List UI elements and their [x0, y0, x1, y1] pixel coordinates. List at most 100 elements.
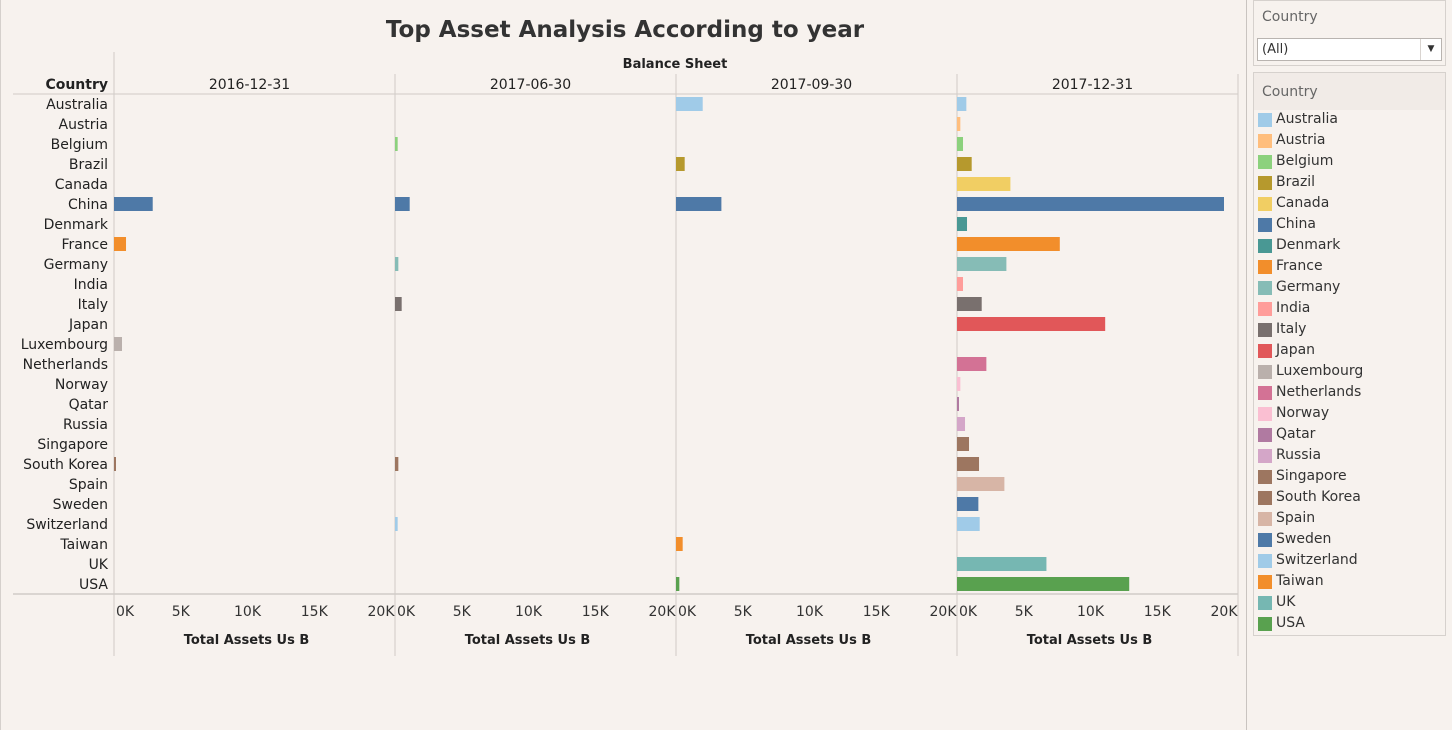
legend-item[interactable]: Singapore	[1258, 467, 1443, 488]
bar[interactable]	[395, 197, 410, 211]
legend-swatch	[1258, 470, 1272, 484]
bar[interactable]	[957, 197, 1224, 211]
bar[interactable]	[957, 297, 982, 311]
bar[interactable]	[676, 197, 722, 211]
bar[interactable]	[676, 157, 685, 171]
legend-item[interactable]: Brazil	[1258, 173, 1443, 194]
legend-item[interactable]: Canada	[1258, 194, 1443, 215]
legend-item[interactable]: China	[1258, 215, 1443, 236]
legend-item[interactable]: Japan	[1258, 341, 1443, 362]
bar[interactable]	[957, 417, 966, 431]
bar[interactable]	[957, 97, 967, 111]
bar[interactable]	[957, 177, 1011, 191]
legend-swatch	[1258, 134, 1272, 148]
bar[interactable]	[957, 217, 968, 231]
legend-item[interactable]: Italy	[1258, 320, 1443, 341]
bar[interactable]	[957, 137, 964, 151]
chart-title: Top Asset Analysis According to year	[386, 17, 865, 43]
legend-item[interactable]: Belgium	[1258, 152, 1443, 173]
legend-item[interactable]: Russia	[1258, 446, 1443, 467]
category-label: USA	[79, 577, 108, 593]
x-tick-label: 0K	[959, 604, 978, 620]
bar[interactable]	[395, 297, 402, 311]
legend-label: Taiwan	[1276, 573, 1324, 589]
x-tick-label: 5K	[453, 604, 472, 620]
bar[interactable]	[395, 517, 398, 531]
bar[interactable]	[114, 457, 117, 471]
bar[interactable]	[957, 517, 980, 531]
legend-swatch	[1258, 155, 1272, 169]
category-label: Austria	[59, 117, 108, 133]
legend-item[interactable]: Denmark	[1258, 236, 1443, 257]
bar[interactable]	[957, 157, 972, 171]
legend-item[interactable]: UK	[1258, 593, 1443, 614]
x-tick-label: 20K	[1211, 604, 1239, 620]
legend-item[interactable]: Germany	[1258, 278, 1443, 299]
bar[interactable]	[676, 537, 683, 551]
legend-item[interactable]: Luxembourg	[1258, 362, 1443, 383]
legend-item[interactable]: Spain	[1258, 509, 1443, 530]
bar[interactable]	[114, 337, 123, 351]
bar[interactable]	[957, 437, 970, 451]
bar[interactable]	[957, 357, 987, 371]
bar[interactable]	[395, 457, 399, 471]
bar[interactable]	[957, 237, 1060, 251]
legend-item[interactable]: Taiwan	[1258, 572, 1443, 593]
x-tick-label: 0K	[116, 604, 135, 620]
category-label: Australia	[46, 97, 108, 113]
bar[interactable]	[395, 137, 398, 151]
chevron-down-icon[interactable]: ▼	[1420, 39, 1441, 60]
legend-item[interactable]: Australia	[1258, 110, 1443, 131]
legend-label: China	[1276, 216, 1316, 232]
bar[interactable]	[114, 197, 153, 211]
legend-item[interactable]: France	[1258, 257, 1443, 278]
legend-item[interactable]: Switzerland	[1258, 551, 1443, 572]
legend-label: Canada	[1276, 195, 1330, 211]
legend-label: Belgium	[1276, 153, 1334, 169]
legend-item[interactable]: Norway	[1258, 404, 1443, 425]
bar[interactable]	[957, 377, 961, 391]
category-label: Netherlands	[23, 357, 108, 373]
legend-item[interactable]: Austria	[1258, 131, 1443, 152]
bar[interactable]	[957, 317, 1106, 331]
country-filter-dropdown[interactable]: (All) ▼	[1257, 38, 1442, 61]
bar[interactable]	[957, 577, 1130, 591]
category-label: Sweden	[53, 497, 108, 513]
bar[interactable]	[957, 497, 979, 511]
bar[interactable]	[676, 577, 680, 591]
bar[interactable]	[957, 457, 980, 471]
x-tick-label: 15K	[582, 604, 610, 620]
bar-chart: Top Asset Analysis According to year Bal…	[13, 17, 1239, 656]
category-label: UK	[89, 557, 109, 573]
bar[interactable]	[957, 477, 1005, 491]
panel-header: 2017-12-31	[1052, 77, 1133, 93]
legend-item[interactable]: Qatar	[1258, 425, 1443, 446]
legend-item[interactable]: India	[1258, 299, 1443, 320]
legend-label: France	[1276, 258, 1323, 274]
bar[interactable]	[957, 257, 1007, 271]
legend-item[interactable]: South Korea	[1258, 488, 1443, 509]
x-tick-label: 5K	[172, 604, 191, 620]
bar[interactable]	[395, 257, 399, 271]
legend-item[interactable]: Netherlands	[1258, 383, 1443, 404]
legend-item[interactable]: Sweden	[1258, 530, 1443, 551]
x-axis-title: Total Assets Us B	[465, 633, 591, 648]
bar[interactable]	[114, 237, 127, 251]
country-filter: Country (All) ▼	[1253, 0, 1446, 66]
legend-swatch	[1258, 239, 1272, 253]
bars	[114, 97, 1224, 591]
bar[interactable]	[957, 557, 1047, 571]
legend-item[interactable]: USA	[1258, 614, 1443, 635]
bar[interactable]	[957, 397, 960, 411]
bar[interactable]	[957, 117, 961, 131]
bar[interactable]	[957, 277, 964, 291]
legend-label: Brazil	[1276, 174, 1316, 190]
category-label: Italy	[78, 297, 108, 313]
category-label: Belgium	[51, 137, 108, 153]
bar[interactable]	[676, 97, 703, 111]
legend-header: Country	[1254, 73, 1445, 110]
x-tick-label: 15K	[863, 604, 891, 620]
category-label: China	[68, 197, 108, 213]
legend-label: Luxembourg	[1276, 363, 1364, 379]
legend-swatch	[1258, 575, 1272, 589]
